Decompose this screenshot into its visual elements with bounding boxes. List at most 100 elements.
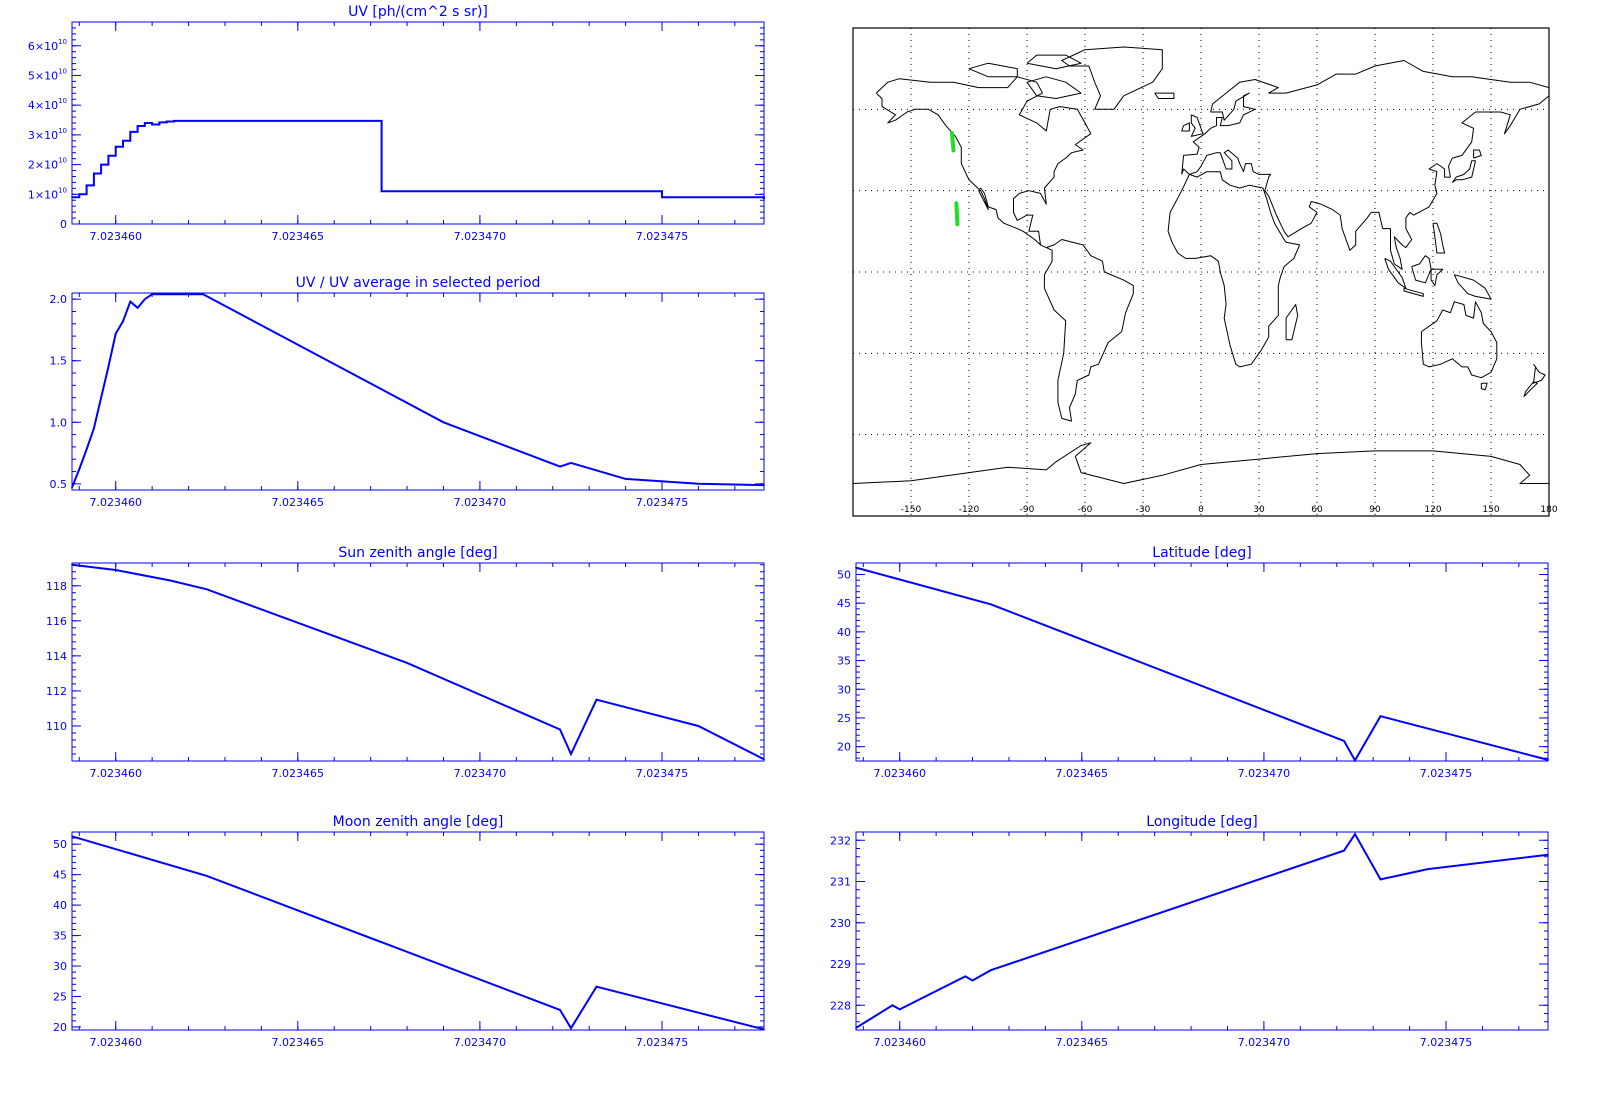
coastline xyxy=(1473,149,1482,159)
data-point xyxy=(151,293,153,296)
data-point xyxy=(136,306,139,309)
lon-tick-label: 60 xyxy=(1311,505,1323,515)
data-point xyxy=(187,293,190,296)
x-tick-label: 7.023460 xyxy=(89,1036,142,1049)
x-tick-label: 7.023470 xyxy=(1238,767,1291,780)
data-point xyxy=(855,566,857,569)
coastline xyxy=(1026,54,1082,70)
y-tick-label: 112 xyxy=(46,685,67,698)
plot-frame xyxy=(855,562,1549,762)
chart-title: Longitude [deg] xyxy=(1146,814,1257,830)
coastline xyxy=(875,76,1134,422)
data-point xyxy=(85,184,88,187)
data-point xyxy=(570,753,572,755)
chart-title: Moon zenith angle [deg] xyxy=(333,814,504,830)
data-point xyxy=(559,465,561,468)
y-tick-label: 118 xyxy=(46,580,67,593)
data-series-line xyxy=(855,566,1549,763)
data-point xyxy=(144,122,146,124)
coastline xyxy=(1285,304,1299,341)
coastline xyxy=(968,62,1018,78)
uv-ratio-chart: UV / UV average in selected period 7.023… xyxy=(50,275,765,509)
data-point xyxy=(187,120,190,122)
y-tick-label: 110 xyxy=(46,720,67,733)
x-tick-label: 7.023465 xyxy=(272,230,325,243)
data-point xyxy=(71,563,73,566)
data-point xyxy=(1343,849,1345,852)
y-tick-label: 50 xyxy=(837,568,851,581)
coastline xyxy=(1181,60,1550,270)
coastline xyxy=(1523,381,1538,398)
data-point xyxy=(93,172,95,175)
lon-tick-label: 30 xyxy=(1253,505,1265,515)
y-tick-label: 20 xyxy=(53,1021,67,1034)
data-point xyxy=(144,298,146,300)
data-point xyxy=(1343,740,1345,742)
data-point xyxy=(165,293,168,296)
data-point xyxy=(1354,833,1356,835)
data-point xyxy=(570,462,572,464)
data-series-line xyxy=(71,835,765,1031)
y-tick-label: 228 xyxy=(830,999,851,1012)
chart-title: Latitude [deg] xyxy=(1152,545,1251,561)
x-tick-label: 7.023470 xyxy=(454,496,507,509)
y-tick-label: 6×1010 xyxy=(28,38,67,53)
lon-tick-label: -120 xyxy=(959,505,980,515)
y-tick-label: 30 xyxy=(53,960,67,973)
data-point xyxy=(763,1028,765,1031)
x-tick-label: 7.023470 xyxy=(454,230,507,243)
coastline xyxy=(1451,160,1476,183)
y-tick-label: 35 xyxy=(53,930,67,943)
data-point xyxy=(763,197,765,200)
coastline xyxy=(1181,122,1190,132)
data-point xyxy=(169,579,172,582)
chart-title: UV / UV average in selected period xyxy=(296,275,541,291)
satellite-track xyxy=(954,201,960,227)
lon-tick-label: -90 xyxy=(1020,505,1035,515)
data-point xyxy=(559,1009,561,1011)
coastline xyxy=(1167,171,1301,368)
plot-frame xyxy=(71,562,765,762)
data-point xyxy=(989,603,992,606)
data-point xyxy=(93,427,95,430)
y-tick-label: 25 xyxy=(53,990,67,1003)
data-point xyxy=(158,293,161,296)
coastline xyxy=(1453,274,1492,300)
x-tick-label: 7.023475 xyxy=(636,230,689,243)
lon-tick-label: -30 xyxy=(1136,505,1151,515)
lon-tick-label: 90 xyxy=(1369,505,1381,515)
data-point xyxy=(205,588,208,591)
chart-title: Sun zenith angle [deg] xyxy=(338,545,497,561)
data-point xyxy=(122,140,124,142)
data-point xyxy=(71,196,73,199)
y-tick-label: 116 xyxy=(46,615,67,628)
y-tick-label: 25 xyxy=(837,712,851,725)
plot-frame xyxy=(71,292,765,491)
data-point xyxy=(205,875,208,877)
data-point xyxy=(122,320,124,323)
y-tick-label: 229 xyxy=(830,958,851,971)
x-tick-label: 7.023475 xyxy=(636,496,689,509)
data-point xyxy=(891,1004,894,1007)
y-tick-label: 0.5 xyxy=(50,478,68,491)
y-tick-label: 45 xyxy=(53,869,67,882)
y-tick-label: 231 xyxy=(830,876,851,889)
x-tick-label: 7.023465 xyxy=(272,1036,325,1049)
longitude-chart: Longitude [deg] 7.023460 7.023465 7.023470… xyxy=(830,814,1549,1049)
data-point xyxy=(855,1027,857,1029)
y-tick-label: 0 xyxy=(60,218,67,231)
coastline xyxy=(1432,222,1446,254)
coastline xyxy=(1061,46,1163,110)
data-point xyxy=(595,698,598,701)
sun-zenith-chart: Sun zenith angle [deg] 7.023460 7.023465 7… xyxy=(46,545,765,780)
x-tick-label: 7.023475 xyxy=(636,1036,689,1049)
y-tick-label: 5×1010 xyxy=(28,67,67,82)
data-series-line xyxy=(71,563,765,761)
coastline xyxy=(1026,76,1082,99)
data-point xyxy=(100,396,102,399)
data-point xyxy=(173,120,175,122)
data-point xyxy=(1547,759,1549,761)
data-point xyxy=(173,293,175,296)
coastline xyxy=(852,442,1549,484)
coastline xyxy=(1420,301,1498,379)
